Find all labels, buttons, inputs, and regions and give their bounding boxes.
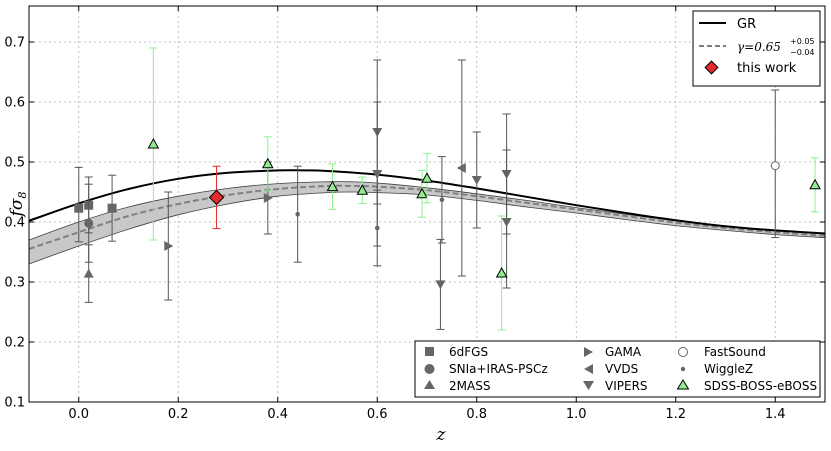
point-marker-triangle-down — [501, 218, 512, 227]
legend-vipers-label: VIPERS — [605, 379, 648, 393]
point-marker-square — [107, 203, 117, 213]
plot-frame — [28, 5, 826, 403]
series-vipers — [372, 59, 512, 330]
legend-gama-marker — [584, 347, 593, 357]
x-tick-label: 1.0 — [566, 407, 587, 422]
legend-top: GR γ=0.65 +0.05 −0.04 this work — [692, 10, 821, 87]
point-marker-dot — [439, 197, 445, 203]
legend-6dfgs-label: 6dFGS — [449, 345, 488, 359]
point-marker-green-triangle — [261, 157, 274, 169]
series-wigglez — [293, 156, 446, 267]
legend-gamma-label: γ=0.65 — [737, 40, 781, 54]
y-axis-label-sub: σ — [7, 198, 27, 210]
legend-snia-label: SNIa+IRAS-PSCz — [449, 362, 548, 376]
legend-gamma-sup: +0.05 — [790, 37, 815, 46]
x-tick-label: 0.2 — [168, 407, 189, 422]
point-marker-green-triangle — [356, 184, 369, 195]
legend-6dfgs-marker — [425, 347, 434, 356]
point-marker-triangle-right — [164, 241, 174, 251]
series-this-work — [208, 165, 225, 230]
point-marker-square — [74, 203, 84, 213]
svg-text:fσ8: fσ8 — [7, 192, 29, 219]
legend-vvds-marker — [584, 364, 593, 374]
legend-sdss-marker — [676, 379, 690, 390]
x-tick-label: 0.0 — [68, 407, 89, 422]
y-axis-label-subsub: 8 — [16, 192, 29, 199]
legend-gr-label: GR — [737, 17, 756, 32]
y-tick-label: 0.7 — [4, 36, 25, 51]
legend-wigglez-label: WiggleZ — [704, 362, 753, 376]
legend-2mass-label: 2MASS — [449, 379, 490, 393]
series-fastsound — [770, 89, 780, 239]
point-marker-dot — [295, 211, 300, 217]
point-marker-triangle-left — [456, 163, 466, 173]
legend-gamma-sub: −0.04 — [790, 48, 815, 57]
legend-vvds-label: VVDS — [605, 362, 638, 376]
y-tick-label: 0.2 — [4, 336, 25, 351]
x-tick-label: 1.4 — [765, 407, 786, 422]
y-axis-label-main: f — [7, 207, 27, 218]
data-points — [74, 47, 821, 331]
point-marker-green-triangle — [416, 187, 428, 199]
legend-fastsound-label: FastSound — [704, 345, 766, 359]
y-axis-label: fσ8 — [7, 192, 29, 219]
y-tick-label: 0.3 — [4, 276, 25, 291]
legend-fastsound-marker — [678, 347, 688, 357]
gr-curve — [28, 169, 826, 235]
point-marker-green-triangle — [421, 172, 433, 183]
x-tick-label: 1.2 — [665, 407, 686, 422]
legend-gama-label: GAMA — [605, 345, 642, 359]
legend-vipers-marker — [583, 381, 594, 390]
series-sdss-boss-eboss — [147, 47, 821, 331]
legend-2mass-marker — [424, 380, 435, 389]
legend-this-work-label: this work — [737, 61, 797, 76]
y-tick-label: 0.5 — [4, 156, 25, 171]
gamma-curve — [28, 184, 826, 250]
point-marker-green-triangle — [809, 178, 821, 190]
y-tick-label: 0.6 — [4, 96, 25, 111]
series-gama — [164, 161, 273, 301]
series-2mass — [83, 244, 94, 303]
x-tick-label: 0.8 — [466, 407, 487, 422]
point-marker-triangle-right — [263, 193, 273, 203]
point-marker-open-circle — [770, 161, 780, 171]
y-tick-label: 0.4 — [4, 216, 25, 231]
point-marker-triangle-down — [471, 176, 482, 185]
point-marker-triangle-down — [435, 280, 446, 290]
legend-bottom: 6dFGS SNIa+IRAS-PSCz 2MASS GAMA VVDS VIP… — [414, 340, 821, 398]
legend-sdss-label: SDSS-BOSS-eBOSS — [704, 379, 817, 393]
point-marker-diamond — [208, 189, 225, 206]
point-marker-circle — [84, 218, 94, 228]
point-marker-green-triangle — [495, 266, 508, 278]
point-marker-green-triangle — [147, 137, 160, 149]
series-vvds — [456, 59, 466, 277]
x-tick-label: 0.4 — [267, 407, 288, 422]
x-axis-label: z — [436, 425, 447, 445]
point-marker-green-triangle — [326, 180, 339, 192]
axis-ticks: 0.0 0.2 0.4 0.6 0.8 1.0 1.2 1.4 0.1 0.2 0.3 0.4 0.5 0… — [4, 6, 825, 422]
point-marker-triangle-down — [372, 170, 383, 179]
x-tick-label: 0.6 — [367, 407, 388, 422]
legend-snia-marker — [424, 364, 435, 374]
point-marker-triangle-up — [83, 268, 94, 278]
legend-wigglez-marker — [680, 366, 686, 372]
legend-this-work-marker — [704, 60, 719, 75]
point-marker-dot — [374, 225, 380, 231]
y-tick-label: 0.1 — [4, 396, 25, 411]
